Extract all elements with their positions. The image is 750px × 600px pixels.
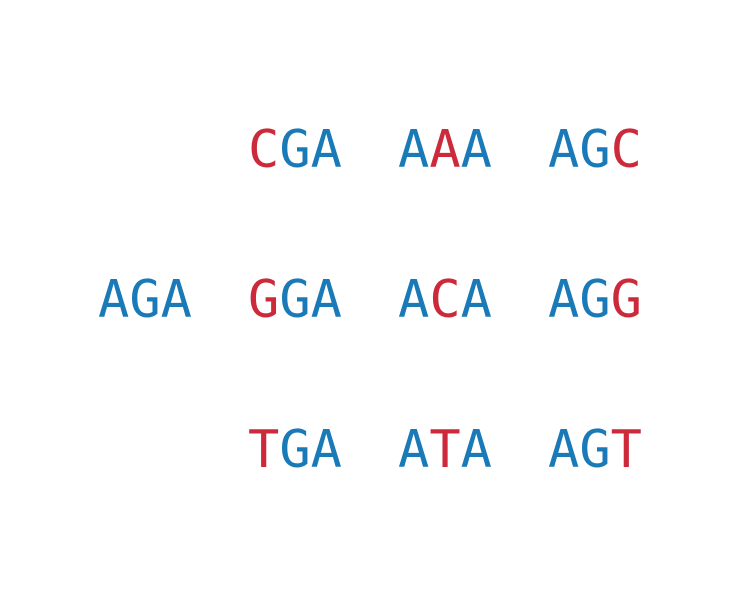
base-letter: A	[548, 270, 580, 330]
mutant-codon: GGA	[248, 274, 342, 326]
base-letter: G	[579, 420, 611, 480]
base-letter: A	[460, 420, 492, 480]
mutant-codon: ACA	[398, 274, 492, 326]
mutated-base: G	[248, 270, 280, 330]
mutant-codon: AGT	[548, 424, 642, 476]
mutated-base: C	[429, 270, 461, 330]
base-letter: A	[98, 270, 130, 330]
mutated-base: C	[248, 120, 280, 180]
mutant-codon: AGG	[548, 274, 642, 326]
base-letter: A	[310, 420, 342, 480]
mutant-codon: TGA	[248, 424, 342, 476]
base-letter: G	[129, 270, 161, 330]
mutated-base: T	[429, 420, 461, 480]
mutated-base: A	[429, 120, 461, 180]
base-letter: A	[548, 120, 580, 180]
base-letter: G	[279, 270, 311, 330]
base-letter: A	[398, 270, 430, 330]
base-letter: G	[579, 270, 611, 330]
mutant-codon: ATA	[398, 424, 492, 476]
base-letter: A	[460, 270, 492, 330]
base-letter: G	[579, 120, 611, 180]
mutant-codon: CGA	[248, 124, 342, 176]
mutant-codon: AGC	[548, 124, 642, 176]
mutant-codon: AAA	[398, 124, 492, 176]
base-letter: A	[310, 120, 342, 180]
mutated-base: T	[610, 420, 642, 480]
base-letter: A	[460, 120, 492, 180]
base-letter: A	[398, 420, 430, 480]
mutated-base: C	[610, 120, 642, 180]
base-letter: A	[548, 420, 580, 480]
mutated-base: T	[248, 420, 280, 480]
base-letter: A	[160, 270, 192, 330]
reference-codon: AGA	[98, 274, 192, 326]
base-letter: G	[279, 120, 311, 180]
mutated-base: G	[610, 270, 642, 330]
base-letter: A	[310, 270, 342, 330]
base-letter: G	[279, 420, 311, 480]
base-letter: A	[398, 120, 430, 180]
